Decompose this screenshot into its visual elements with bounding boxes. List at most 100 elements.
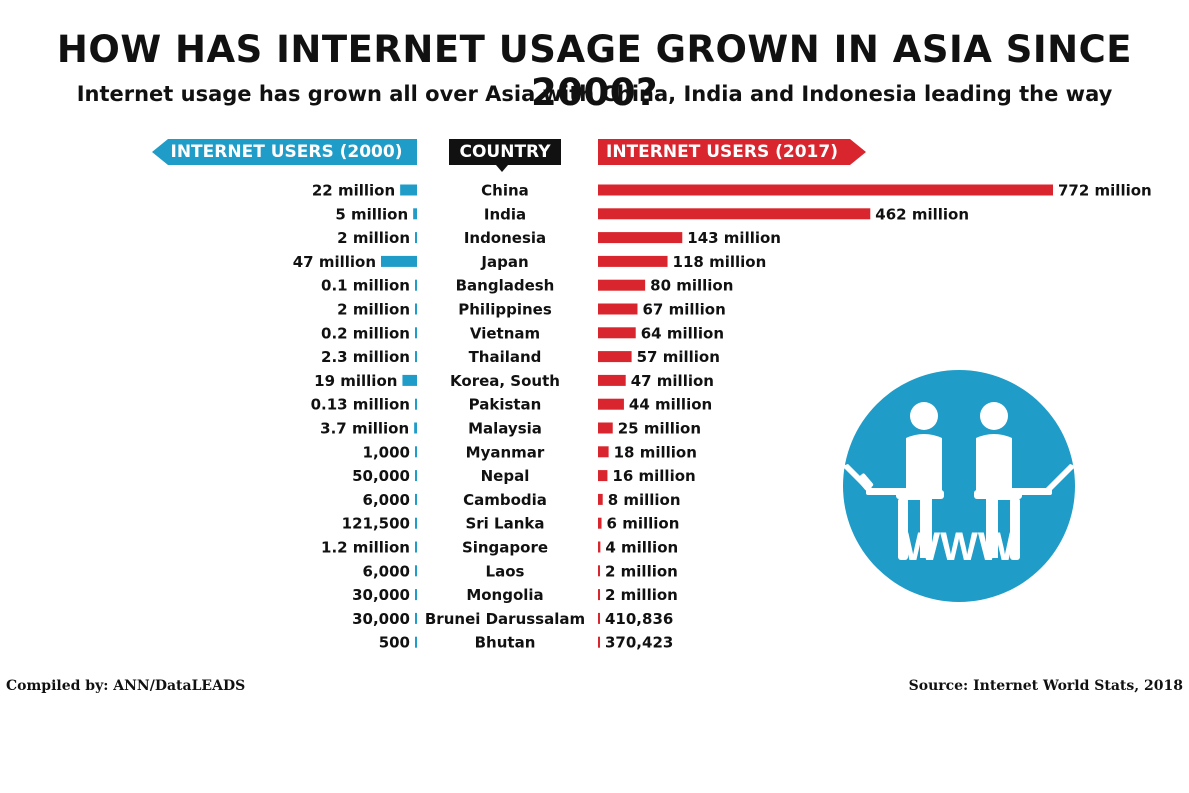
bar-2017-japan: [598, 255, 668, 267]
country-label-indonesia: Indonesia: [464, 229, 546, 247]
label-2000-thailand: 2.3 million: [321, 348, 410, 366]
country-label-bhutan: Bhutan: [475, 634, 536, 652]
header-country: COUNTRY: [449, 139, 561, 165]
bar-2000-china: [400, 184, 417, 196]
bar-2017-philippines: [598, 303, 638, 315]
country-label-myanmar: Myanmar: [466, 443, 545, 461]
label-2000-bhutan: 500: [379, 634, 410, 652]
bar-2017-vietnam: [598, 327, 636, 339]
bar-2000-vietnam: [415, 327, 417, 339]
label-2000-china: 22 million: [312, 182, 395, 200]
label-2017-bhutan: 370,423: [605, 634, 673, 652]
label-2000-nepal: 50,000: [352, 467, 410, 485]
country-label-thailand: Thailand: [469, 348, 542, 366]
country-label-cambodia: Cambodia: [463, 491, 547, 509]
bar-2000-pakistan: [415, 398, 417, 410]
bar-2017-korea-south: [598, 374, 626, 386]
label-2000-brunei-darussalam: 30,000: [352, 610, 410, 628]
bar-2000-philippines: [415, 303, 417, 315]
label-2017-bangladesh: 80 million: [650, 277, 733, 295]
bar-2000-laos: [415, 565, 417, 577]
bar-2000-india: [413, 208, 417, 220]
country-label-pakistan: Pakistan: [469, 396, 542, 414]
bar-2000-brunei-darussalam: [415, 612, 417, 624]
bar-2000-cambodia: [415, 493, 417, 505]
chart-subtitle: Internet usage has grown all over Asia w…: [76, 82, 1113, 106]
header-internet-users-2017: INTERNET USERS (2017): [598, 139, 866, 165]
bar-2000-indonesia: [415, 232, 417, 244]
bar-2017-bhutan: [598, 636, 600, 648]
bar-2017-cambodia: [598, 493, 603, 505]
bar-2000-myanmar: [415, 446, 417, 458]
bar-2017-malaysia: [598, 422, 613, 434]
people-at-laptops-icon: WWW: [836, 368, 1082, 608]
country-label-mongolia: Mongolia: [466, 586, 543, 604]
label-2017-korea-south: 47 million: [631, 372, 714, 390]
label-2017-malaysia: 25 million: [618, 420, 701, 438]
label-2000-india: 5 million: [335, 205, 408, 223]
label-2017-vietnam: 64 million: [641, 324, 724, 342]
country-label-japan: Japan: [480, 253, 528, 271]
www-text: WWW: [902, 525, 1016, 569]
label-2017-india: 462 million: [875, 205, 969, 223]
label-2017-pakistan: 44 million: [629, 396, 712, 414]
country-label-sri-lanka: Sri Lanka: [465, 515, 544, 533]
header-country-pointer: [496, 165, 508, 172]
label-2000-pakistan: 0.13 million: [311, 396, 410, 414]
header-internet-users-2000: INTERNET USERS (2000): [152, 139, 417, 165]
label-2000-philippines: 2 million: [337, 301, 410, 319]
bar-2017-china: [598, 184, 1053, 196]
chart-title: HOW HAS INTERNET USAGE GROWN IN ASIA SIN…: [56, 28, 1133, 114]
country-label-philippines: Philippines: [458, 301, 552, 319]
label-2017-thailand: 57 million: [637, 348, 720, 366]
label-2017-nepal: 16 million: [612, 467, 695, 485]
country-label-malaysia: Malaysia: [468, 420, 542, 438]
bar-2017-brunei-darussalam: [598, 612, 600, 624]
label-2000-japan: 47 million: [293, 253, 376, 271]
country-label-china: China: [481, 182, 529, 200]
label-2000-laos: 6,000: [363, 562, 410, 580]
bar-2017-bangladesh: [598, 279, 646, 291]
label-2000-myanmar: 1,000: [363, 443, 410, 461]
country-label-nepal: Nepal: [481, 467, 530, 485]
bar-2000-thailand: [415, 351, 417, 363]
country-label-india: India: [484, 205, 526, 223]
label-2017-myanmar: 18 million: [614, 443, 697, 461]
country-label-brunei-darussalam: Brunei Darussalam: [425, 610, 585, 628]
bar-2017-india: [598, 208, 871, 220]
compiled-by-note: Compiled by: ANN/DataLEADS: [6, 678, 246, 694]
country-label-bangladesh: Bangladesh: [456, 277, 555, 295]
bar-2000-singapore: [415, 541, 417, 553]
label-2017-japan: 118 million: [673, 253, 767, 271]
label-2017-singapore: 4 million: [605, 539, 678, 557]
country-label-korea-south: Korea, South: [450, 372, 560, 390]
label-2017-cambodia: 8 million: [608, 491, 681, 509]
country-label-vietnam: Vietnam: [470, 324, 540, 342]
country-label-laos: Laos: [486, 562, 525, 580]
label-2000-mongolia: 30,000: [352, 586, 410, 604]
bar-2017-singapore: [598, 541, 601, 553]
label-2017-sri-lanka: 6 million: [607, 515, 680, 533]
label-2017-indonesia: 143 million: [687, 229, 781, 247]
label-2017-laos: 2 million: [605, 562, 678, 580]
label-2017-mongolia: 2 million: [605, 586, 678, 604]
bar-2017-myanmar: [598, 446, 609, 458]
bar-2017-thailand: [598, 351, 632, 363]
label-2000-korea-south: 19 million: [314, 372, 397, 390]
bar-2000-korea-south: [402, 374, 417, 386]
label-2000-indonesia: 2 million: [337, 229, 410, 247]
bar-2000-malaysia: [414, 422, 417, 434]
bar-2017-mongolia: [598, 589, 600, 601]
label-2017-philippines: 67 million: [642, 301, 725, 319]
label-2017-brunei-darussalam: 410,836: [605, 610, 673, 628]
label-2000-vietnam: 0.2 million: [321, 324, 410, 342]
bar-2017-nepal: [598, 470, 608, 482]
country-label-singapore: Singapore: [462, 539, 548, 557]
bar-2017-sri-lanka: [598, 517, 602, 529]
bar-2000-sri-lanka: [415, 517, 417, 529]
bar-2000-bhutan: [415, 636, 417, 648]
bar-2000-japan: [381, 255, 417, 267]
bar-2017-laos: [598, 565, 600, 577]
bar-2000-bangladesh: [415, 279, 417, 291]
